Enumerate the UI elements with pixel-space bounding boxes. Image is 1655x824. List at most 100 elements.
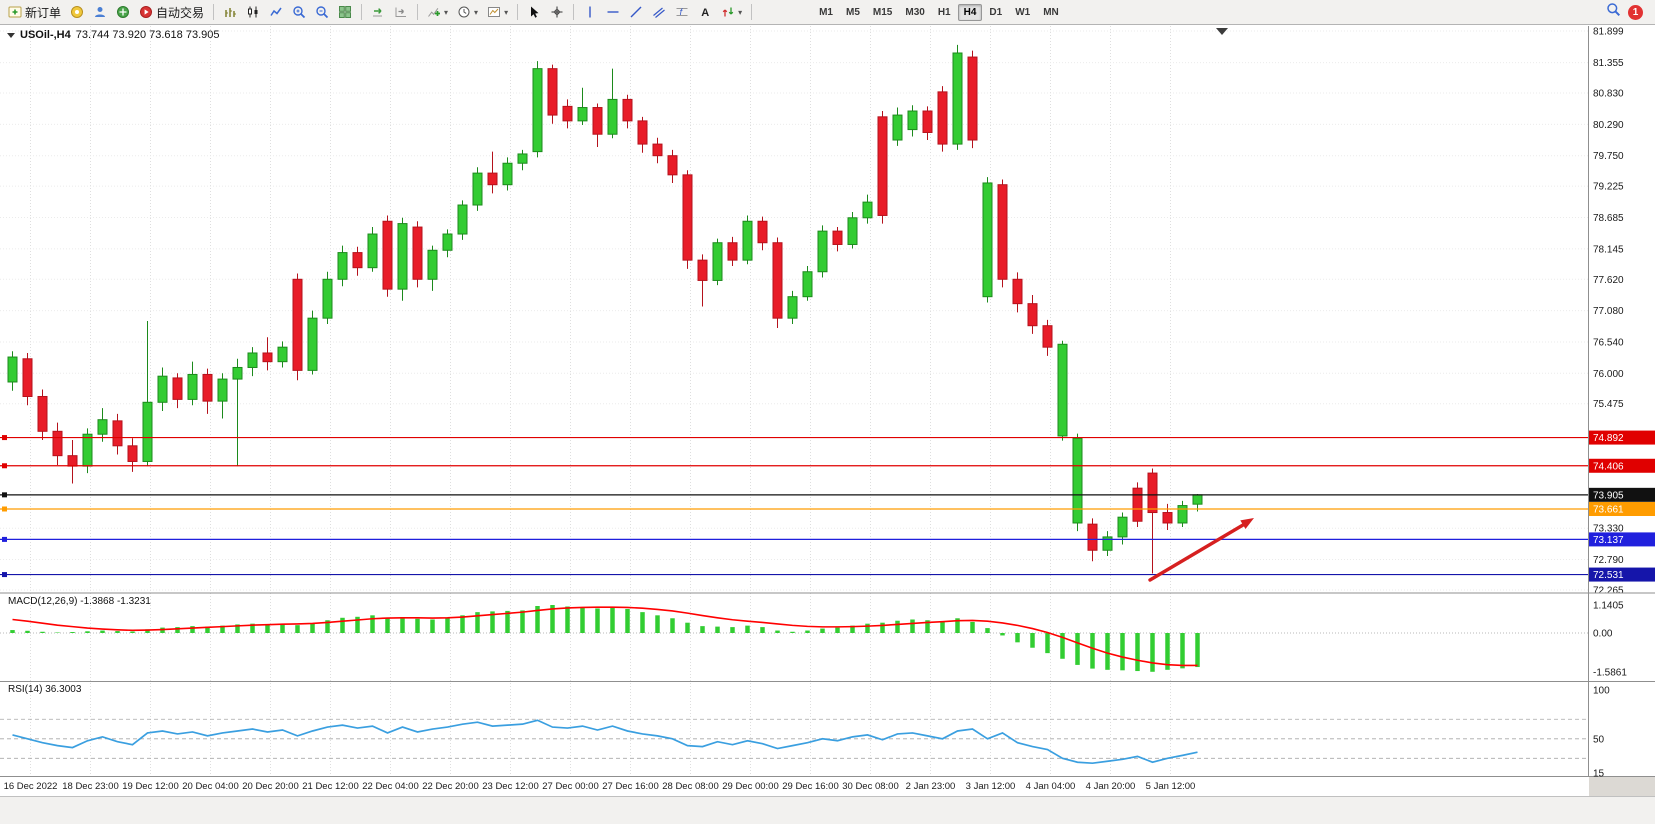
cursor-button[interactable] [523,1,545,23]
scrollbar-corner [1589,777,1655,796]
price-tag-label: 74.892 [1593,433,1624,444]
crosshair-button[interactable] [546,1,568,23]
macd-scale-label: 0.00 [1593,629,1613,640]
vertical-gridlines [30,26,1171,776]
candle [472,172,483,206]
candle [1087,523,1098,551]
price-tag [1589,501,1655,516]
price-tag [1589,487,1655,502]
indicators-button[interactable]: ▾ [423,1,452,23]
timeframe-button-m1[interactable]: M1 [819,6,833,18]
timeframe-button-m5[interactable]: M5 [846,6,860,18]
candlestick-series [7,44,1203,574]
chart-header: USOil-,H4 73.744 73.920 73.618 73.905 [7,29,219,41]
zoom-out-button[interactable] [311,1,333,23]
candle [517,153,528,164]
new-order-label: 新订单 [25,5,62,20]
candle [922,110,933,133]
candle [97,419,108,435]
candle [1027,303,1038,327]
search-button[interactable] [1606,2,1621,22]
auto-trading-button[interactable]: 自动交易 [135,1,208,23]
timeframe-button-h1[interactable]: H1 [937,6,951,18]
price-tag-label: 73.905 [1593,490,1624,501]
chart-shift-marker-icon[interactable] [1216,28,1228,35]
crosshair-icon [550,5,564,19]
time-label: 3 Jan 12:00 [966,781,1016,792]
template-icon [487,5,501,19]
macd-histogram [10,605,1200,672]
horizontal-line-icon [606,5,620,19]
timeframe-button-w1[interactable]: W1 [1015,6,1031,18]
line-chart-button[interactable] [265,1,287,23]
price-tag-label: 73.137 [1593,535,1624,546]
indicators-icon [427,5,441,19]
candle [1162,512,1173,524]
time-label: 23 Dec 12:00 [482,781,539,792]
level-anchor[interactable] [2,492,7,498]
level-anchor[interactable] [2,536,7,542]
candle [712,242,723,281]
macd-name: MACD(12,26,9) [8,596,78,607]
candle [1057,343,1068,437]
market-watch-button[interactable] [89,1,111,23]
candle [307,317,318,371]
level-anchor[interactable] [2,463,7,469]
candle [322,278,333,319]
candle [787,296,798,319]
time-label: 2 Jan 23:00 [906,781,956,792]
vertical-line-button[interactable] [579,1,601,23]
trendline-button[interactable] [625,1,647,23]
one-click-trading-toggle[interactable] [7,32,15,38]
rsi-scale-label: 100 [1593,686,1610,697]
timeframe-button-mn[interactable]: MN [1043,6,1059,18]
text-tool-button[interactable]: A [694,1,716,23]
fibonacci-button[interactable]: f [671,1,693,23]
indicators-caret-icon: ▾ [444,7,449,17]
rsi-scale-label: 15 [1593,768,1605,779]
chart-shift-button[interactable] [390,1,412,23]
auto-scroll-button[interactable] [367,1,389,23]
notification-badge[interactable]: 1 [1628,4,1643,20]
price-label: 78.685 [1593,213,1624,224]
time-label: 27 Dec 16:00 [602,781,659,792]
chart-shift-icon [394,5,408,19]
toolbar-separator [751,4,753,20]
clock-icon [457,5,471,19]
bar-chart-button[interactable] [219,1,241,23]
time-label: 29 Dec 00:00 [722,781,779,792]
new-order-button[interactable]: 新订单 [4,1,65,23]
candle [367,233,378,269]
auto-trading-label: 自动交易 [156,5,205,20]
arrow-annotation[interactable] [1148,523,1245,582]
candlestick-chart-button[interactable] [242,1,264,23]
candle [1042,325,1053,348]
channel-button[interactable] [648,1,670,23]
candle [487,172,498,186]
candle [592,107,603,135]
timeframe-button-m30[interactable]: M30 [905,6,925,18]
candle [727,242,738,261]
time-axis[interactable]: 16 Dec 2022 18 Dec 23:00 19 Dec 12:00 20 De… [4,781,1196,792]
zoom-in-button[interactable] [288,1,310,23]
level-anchor[interactable] [2,572,7,578]
candle [172,377,183,400]
timeframe-button-m15[interactable]: M15 [872,6,893,18]
horizontal-line-button[interactable] [602,1,624,23]
candle [937,91,948,145]
tile-windows-button[interactable] [334,1,356,23]
price-scale[interactable]: 81.899 81.355 80.830 80.290 79.750 79.225 78.6… [1593,27,1624,597]
periods-button[interactable]: ▾ [453,1,482,23]
timeframe-button-d1[interactable]: D1 [989,6,1003,18]
templates-button[interactable]: ▾ [483,1,512,23]
level-anchor[interactable] [2,435,7,441]
arrows-tool-button[interactable]: ▾ [717,1,746,23]
candle [412,226,423,280]
candle [442,233,453,251]
expert-advisors-button[interactable] [66,1,88,23]
candle [1102,536,1113,551]
level-anchor[interactable] [2,506,7,512]
timeframe-button-h4[interactable]: H4 [957,3,983,21]
navigator-button[interactable] [112,1,134,23]
